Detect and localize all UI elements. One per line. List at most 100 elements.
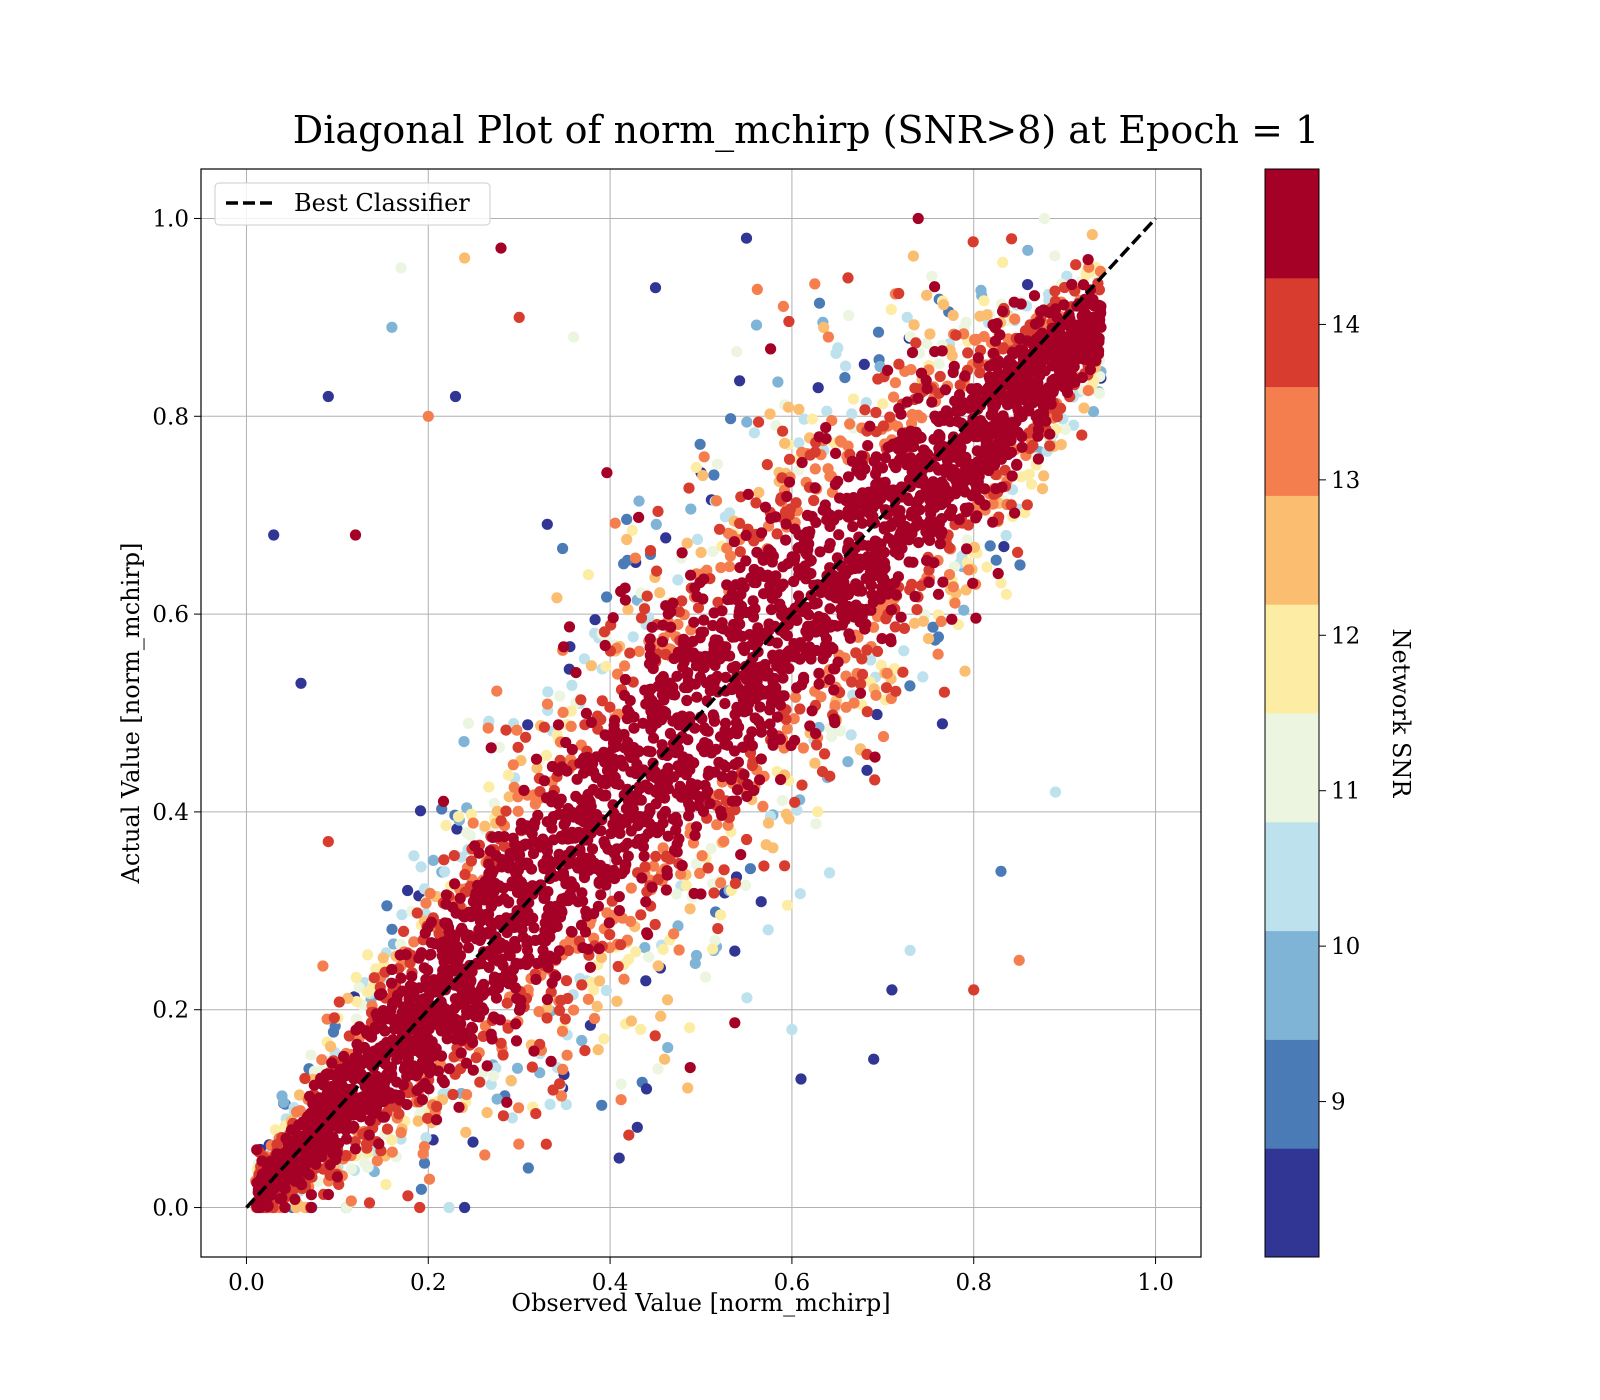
scatter-point bbox=[865, 579, 877, 591]
scatter-point bbox=[280, 1132, 292, 1144]
y-tick-label: 0.4 bbox=[152, 800, 189, 826]
scatter-point bbox=[633, 781, 645, 793]
scatter-point bbox=[812, 382, 824, 394]
scatter-point bbox=[533, 1006, 545, 1018]
scatter-point bbox=[781, 630, 794, 642]
scatter-point bbox=[596, 695, 608, 707]
scatter-point bbox=[783, 645, 795, 657]
scatter-point bbox=[723, 561, 736, 573]
scatter-point bbox=[431, 1100, 443, 1113]
scatter-point bbox=[729, 758, 741, 771]
scatter-point bbox=[664, 687, 676, 699]
scatter-point bbox=[886, 984, 898, 996]
scatter-point bbox=[783, 509, 795, 521]
scatter-point bbox=[997, 305, 1009, 317]
scatter-point bbox=[786, 551, 798, 563]
scatter-point bbox=[795, 641, 807, 653]
best-classifier-line bbox=[245, 217, 1157, 1209]
scatter-point bbox=[481, 1060, 493, 1072]
scatter-point bbox=[707, 545, 719, 558]
scatter-point bbox=[724, 550, 737, 562]
scatter-point bbox=[462, 942, 475, 954]
colorbar-bin bbox=[1265, 495, 1319, 605]
scatter-point bbox=[1077, 279, 1090, 291]
scatter-point bbox=[644, 633, 656, 645]
scatter-point bbox=[406, 970, 418, 983]
scatter-point bbox=[725, 774, 737, 786]
scatter-point bbox=[299, 1150, 311, 1162]
scatter-point bbox=[1061, 270, 1073, 282]
scatter-point bbox=[398, 925, 410, 938]
scatter-point bbox=[456, 1034, 468, 1046]
scatter-point bbox=[767, 735, 779, 748]
scatter-point bbox=[363, 1197, 376, 1209]
scatter-point bbox=[961, 534, 973, 546]
scatter-point bbox=[504, 847, 516, 860]
scatter-point bbox=[876, 633, 888, 645]
scatter-point bbox=[626, 524, 638, 537]
scatter-point bbox=[556, 833, 569, 845]
scatter-point bbox=[588, 1012, 601, 1025]
scatter-point bbox=[984, 540, 996, 552]
scatter-point bbox=[974, 367, 986, 379]
colorbar-bin bbox=[1265, 1039, 1319, 1149]
scatter-point bbox=[682, 1082, 694, 1094]
scatter-point bbox=[1013, 954, 1025, 966]
scatter-point bbox=[1014, 332, 1026, 345]
scatter-point bbox=[649, 282, 662, 294]
scatter-point bbox=[692, 602, 705, 614]
scatter-point bbox=[932, 588, 945, 600]
scatter-point bbox=[563, 621, 576, 633]
scatter-point bbox=[443, 926, 455, 938]
scatter-point bbox=[327, 1026, 340, 1038]
scatter-point bbox=[576, 887, 588, 899]
scatter-point bbox=[815, 691, 827, 703]
scatter-point bbox=[910, 337, 922, 349]
scatter-point bbox=[748, 427, 761, 439]
scatter-point bbox=[1001, 428, 1014, 440]
scatter-point bbox=[824, 603, 836, 615]
scatter-point bbox=[629, 552, 642, 564]
scatter-point bbox=[906, 347, 919, 359]
best-classifier-line-path bbox=[245, 217, 1157, 1209]
scatter-point bbox=[670, 747, 682, 759]
scatter-point bbox=[901, 492, 913, 504]
scatter-point bbox=[885, 604, 898, 616]
scatter-point bbox=[770, 570, 782, 582]
scatter-point bbox=[386, 1146, 398, 1158]
scatter-point bbox=[987, 319, 999, 331]
scatter-point bbox=[794, 888, 806, 900]
scatter-point bbox=[672, 574, 684, 586]
scatter-point bbox=[532, 809, 544, 822]
scatter-point bbox=[385, 1092, 398, 1104]
scatter-point bbox=[697, 469, 709, 482]
scatter-point bbox=[539, 917, 551, 929]
colorbar-tick-label: 9 bbox=[1331, 1090, 1346, 1116]
scatter-point bbox=[448, 850, 460, 862]
scatter-point bbox=[576, 979, 588, 991]
scatter-point bbox=[611, 995, 623, 1007]
scatter-point bbox=[633, 645, 645, 658]
scatter-point bbox=[690, 660, 703, 672]
scatter-point bbox=[404, 1035, 416, 1047]
scatter-point bbox=[829, 478, 842, 490]
scatter-point bbox=[633, 745, 645, 757]
scatter-point bbox=[254, 1184, 266, 1196]
scatter-point bbox=[775, 663, 787, 675]
scatter-point bbox=[672, 646, 685, 658]
scatter-point bbox=[783, 315, 795, 328]
scatter-point bbox=[506, 1112, 518, 1124]
scatter-point bbox=[645, 746, 657, 758]
scatter-point bbox=[867, 596, 879, 608]
scatter-point bbox=[690, 461, 702, 473]
scatter-point bbox=[750, 319, 763, 331]
scatter-point bbox=[684, 711, 696, 723]
scatter-point bbox=[796, 679, 808, 691]
scatter-point bbox=[408, 850, 420, 862]
scatter-point bbox=[305, 1049, 317, 1061]
scatter-point bbox=[809, 757, 821, 769]
scatter-point bbox=[905, 364, 917, 376]
scatter-point bbox=[553, 945, 566, 957]
scatter-point bbox=[462, 717, 475, 729]
scatter-point bbox=[325, 1040, 337, 1053]
